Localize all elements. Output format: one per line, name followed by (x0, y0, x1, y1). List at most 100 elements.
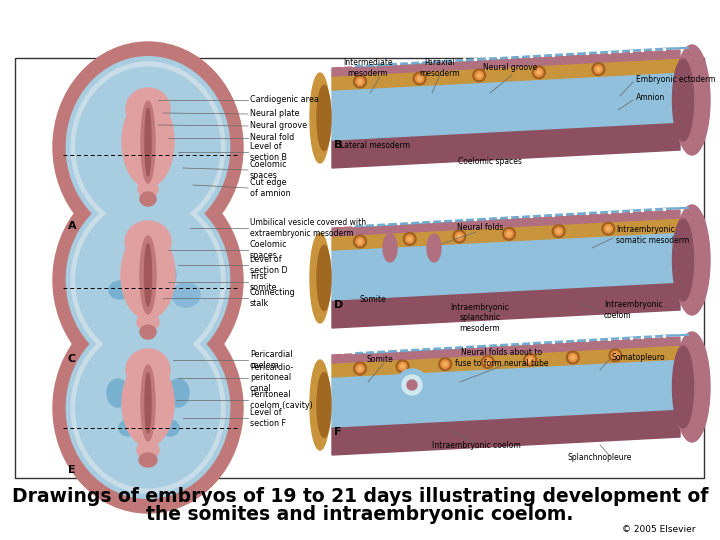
Ellipse shape (137, 313, 159, 331)
Text: Cut edge
of amnion: Cut edge of amnion (250, 178, 291, 198)
Bar (15, 58, 704, 478)
Polygon shape (332, 58, 680, 90)
Circle shape (609, 349, 622, 362)
Text: Lateral mesoderm: Lateral mesoderm (340, 140, 410, 150)
Circle shape (396, 369, 428, 401)
Text: Coelomic spaces: Coelomic spaces (458, 158, 522, 166)
Circle shape (484, 358, 492, 366)
Circle shape (606, 227, 611, 231)
Circle shape (415, 75, 424, 83)
Circle shape (537, 70, 541, 75)
Circle shape (602, 222, 615, 235)
Circle shape (594, 65, 603, 73)
Circle shape (613, 353, 617, 357)
Ellipse shape (66, 57, 230, 237)
Polygon shape (352, 335, 689, 353)
Ellipse shape (66, 318, 230, 498)
Text: B: B (334, 140, 343, 150)
Text: Paraxial
mesoderm: Paraxial mesoderm (420, 58, 460, 78)
Circle shape (398, 362, 407, 370)
Ellipse shape (125, 221, 171, 263)
Text: First
somite: First somite (250, 272, 277, 292)
Circle shape (354, 362, 366, 375)
Circle shape (507, 232, 511, 236)
Polygon shape (352, 48, 689, 66)
Ellipse shape (674, 45, 710, 155)
Ellipse shape (137, 441, 159, 459)
Ellipse shape (317, 85, 331, 151)
Ellipse shape (71, 62, 225, 232)
Circle shape (400, 364, 405, 368)
Ellipse shape (145, 244, 151, 306)
Ellipse shape (53, 42, 243, 252)
Ellipse shape (76, 328, 220, 488)
Ellipse shape (121, 231, 175, 319)
Ellipse shape (141, 365, 155, 441)
Ellipse shape (126, 349, 170, 391)
Text: Cardiogenic area: Cardiogenic area (250, 96, 319, 105)
Ellipse shape (672, 59, 693, 141)
Ellipse shape (107, 379, 129, 407)
Circle shape (486, 360, 490, 364)
Text: Intraembryonic
somatic mesoderm: Intraembryonic somatic mesoderm (616, 225, 689, 245)
Text: C: C (68, 354, 76, 364)
Polygon shape (332, 359, 680, 427)
Circle shape (413, 72, 426, 85)
Ellipse shape (145, 108, 151, 176)
Text: Neural folds about to
fuse to form neural tube: Neural folds about to fuse to form neura… (455, 348, 549, 368)
Circle shape (354, 75, 366, 88)
Text: Connecting
stalk: Connecting stalk (250, 288, 296, 308)
Circle shape (475, 71, 483, 79)
Circle shape (552, 225, 565, 238)
Ellipse shape (672, 219, 693, 301)
Circle shape (356, 238, 364, 246)
Text: E: E (68, 465, 76, 475)
Circle shape (569, 353, 577, 362)
Ellipse shape (674, 332, 710, 442)
Text: Neural groove: Neural groove (483, 64, 537, 72)
Ellipse shape (383, 234, 397, 262)
Text: Intraembryonic coelom: Intraembryonic coelom (431, 441, 521, 449)
Ellipse shape (76, 67, 220, 227)
Circle shape (403, 233, 416, 245)
Ellipse shape (317, 246, 331, 310)
Circle shape (405, 235, 414, 243)
Circle shape (571, 355, 575, 360)
Circle shape (356, 77, 364, 86)
Ellipse shape (140, 192, 156, 206)
Circle shape (524, 353, 536, 366)
Polygon shape (332, 282, 680, 328)
Text: Somite: Somite (366, 355, 393, 364)
Ellipse shape (310, 360, 330, 450)
Circle shape (402, 375, 422, 395)
Polygon shape (332, 50, 680, 76)
Circle shape (596, 68, 600, 71)
Circle shape (354, 235, 366, 248)
Text: Intermediate
mesoderm: Intermediate mesoderm (343, 58, 393, 78)
Text: F: F (334, 427, 341, 437)
Text: Level of
section F: Level of section F (250, 408, 286, 428)
Text: Coelomic
spaces: Coelomic spaces (250, 160, 287, 180)
Circle shape (503, 227, 516, 240)
Text: Coelomic
spaces: Coelomic spaces (250, 240, 287, 260)
Circle shape (455, 232, 464, 241)
Ellipse shape (139, 453, 157, 467)
Ellipse shape (122, 97, 174, 187)
Ellipse shape (71, 195, 225, 365)
Text: Umbilical vesicle covered with
extraembryonic mesoderm: Umbilical vesicle covered with extraembr… (250, 218, 366, 238)
Ellipse shape (672, 346, 693, 428)
Ellipse shape (122, 360, 174, 446)
Circle shape (482, 355, 494, 368)
Circle shape (567, 351, 579, 364)
Circle shape (611, 351, 620, 360)
Circle shape (418, 77, 422, 80)
Text: Drawings of embryos of 19 to 21 days illustrating development of: Drawings of embryos of 19 to 21 days ill… (12, 487, 708, 505)
Ellipse shape (310, 233, 330, 323)
Text: Intraembryonic
coelom: Intraembryonic coelom (604, 300, 662, 320)
Ellipse shape (53, 175, 243, 385)
Circle shape (557, 230, 561, 233)
Ellipse shape (126, 88, 170, 130)
Ellipse shape (119, 420, 137, 436)
Circle shape (358, 240, 362, 244)
Text: Pericardial
coelom: Pericardial coelom (250, 350, 292, 370)
